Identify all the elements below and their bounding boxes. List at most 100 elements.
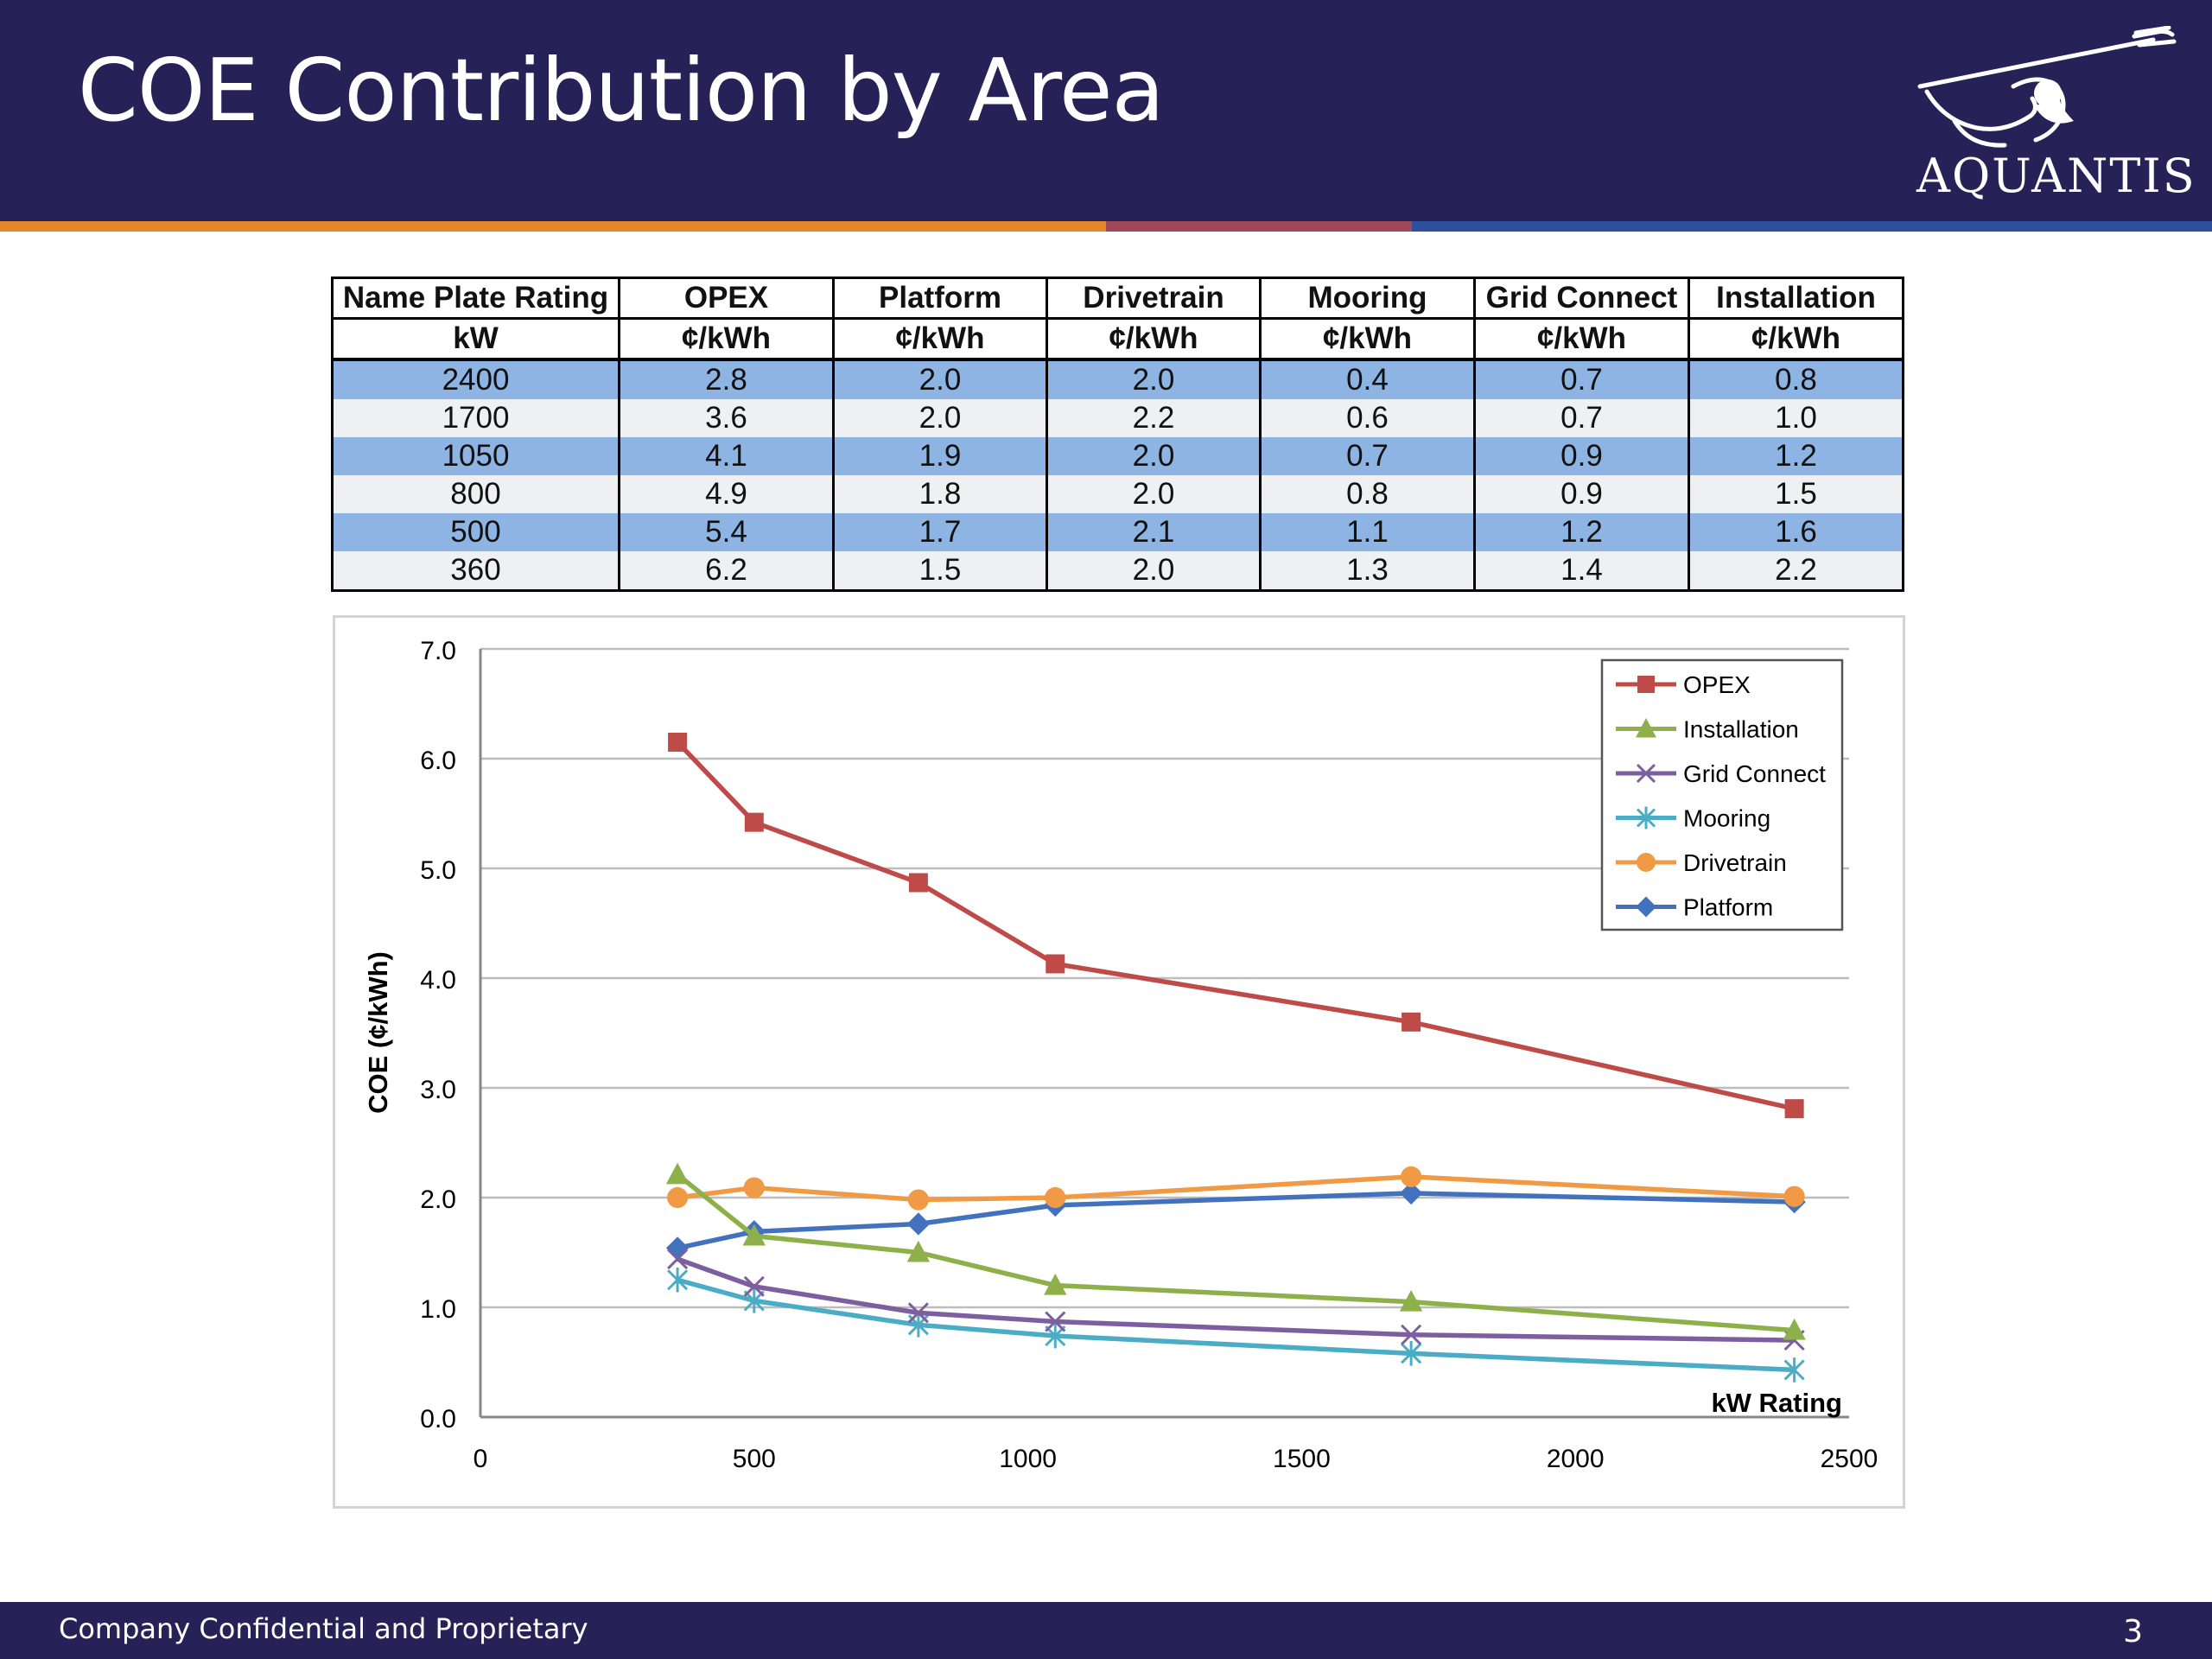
accent-band-red <box>1106 221 1412 232</box>
unit-cell: ¢/kWh <box>1046 317 1262 361</box>
legend-marker-opex <box>1637 676 1655 693</box>
table-cell: 1.1 <box>1259 513 1476 551</box>
data-point-opex <box>908 873 928 893</box>
table-cell: 0.9 <box>1473 437 1690 475</box>
table-cell: 5.4 <box>618 513 835 551</box>
table-cell: 2.8 <box>618 359 835 399</box>
data-point-grid-connect <box>907 1302 929 1324</box>
series-line-opex <box>676 741 1796 1111</box>
table-cell: 2.0 <box>1046 437 1262 475</box>
table-row: 1700 3.6 2.0 2.2 0.6 0.7 1.0 <box>331 399 1904 437</box>
table-row: 360 6.2 1.5 2.0 1.3 1.4 2.2 <box>331 551 1904 592</box>
legend-item-installation: Installation <box>1616 716 1799 743</box>
header-cell: Platform <box>832 276 1048 320</box>
data-point-mooring <box>667 1267 689 1293</box>
legend-marker-grid-connect <box>1636 763 1656 784</box>
data-point-installation <box>1399 1289 1423 1312</box>
series-line-platform <box>677 1191 1795 1251</box>
data-point-platform <box>1399 1181 1423 1205</box>
data-point-opex <box>744 812 764 832</box>
data-point-installation <box>906 1240 931 1262</box>
data-point-platform <box>906 1212 931 1236</box>
data-point-mooring <box>1401 1341 1422 1366</box>
data-point-installation <box>665 1162 690 1185</box>
x-tick-label: 2000 <box>1547 1445 1605 1473</box>
data-point-mooring <box>1783 1357 1805 1382</box>
data-point-drivetrain <box>1783 1185 1805 1207</box>
table-cell: 500 <box>331 513 620 551</box>
series-line-grid-connect <box>677 1256 1795 1343</box>
y-axis-title: COE (¢/kWh) <box>363 951 393 1114</box>
legend-label-installation: Installation <box>1683 716 1799 743</box>
y-tick-label: 4.0 <box>420 966 456 995</box>
legend-item-drivetrain: Drivetrain <box>1616 849 1787 876</box>
table-cell: 2.2 <box>1688 551 1904 592</box>
table-cell: 0.7 <box>1473 359 1690 399</box>
table-cell: 4.1 <box>618 437 835 475</box>
table-cell: 1.5 <box>832 551 1048 592</box>
header-cell: Mooring <box>1259 276 1476 320</box>
table-cell: 2.0 <box>832 359 1048 399</box>
table-cell: 0.4 <box>1259 359 1476 399</box>
data-point-platform <box>665 1236 690 1260</box>
y-tick-label: 2.0 <box>420 1185 456 1214</box>
data-point-grid-connect <box>1401 1324 1422 1345</box>
table-cell: 0.6 <box>1259 399 1476 437</box>
table-cell: 2.0 <box>1046 551 1262 592</box>
table-cell: 1.4 <box>1473 551 1690 592</box>
table-cell: 6.2 <box>618 551 835 592</box>
series-line-mooring <box>677 1277 1795 1373</box>
legend-marker-installation <box>1636 718 1656 738</box>
x-tick-label: 0 <box>474 1445 488 1473</box>
header-cell: Drivetrain <box>1046 276 1262 320</box>
table-cell: 2.0 <box>832 399 1048 437</box>
brand-logo: AQUANTIS <box>1916 149 2196 203</box>
unit-cell: ¢/kWh <box>618 317 835 361</box>
legend-item-platform: Platform <box>1616 894 1773 921</box>
data-point-grid-connect <box>743 1275 765 1297</box>
legend-label-platform: Platform <box>1683 894 1773 921</box>
legend-label-opex: OPEX <box>1683 671 1751 698</box>
coe-line-chart: 0.0 1.0 2.0 3.0 4.0 5.0 6.0 7.0 0 500 1000 1500 2000… <box>333 615 1905 1509</box>
table-cell: 2.0 <box>1046 359 1262 399</box>
data-point-grid-connect <box>1045 1311 1066 1332</box>
unit-cell: ¢/kWh <box>1688 317 1904 361</box>
coe-table: Name Plate Rating OPEX Platform Drivetra… <box>331 276 1904 592</box>
series-mooring <box>667 1267 1805 1382</box>
table-row: 1050 4.1 1.9 2.0 0.7 0.9 1.2 <box>331 437 1904 475</box>
data-point-drivetrain <box>1401 1166 1422 1187</box>
table-cell: 0.7 <box>1473 399 1690 437</box>
legend-box <box>1600 658 1844 931</box>
table-cell: 2.1 <box>1046 513 1262 551</box>
table-cell: 0.9 <box>1473 475 1690 513</box>
header-cell: Grid Connect <box>1473 276 1690 320</box>
data-point-opex <box>1046 954 1065 974</box>
table-cell: 1.6 <box>1688 513 1904 551</box>
series-line-drivetrain <box>677 1174 1795 1203</box>
accent-band-blue <box>1412 221 2212 232</box>
y-tick-label: 3.0 <box>420 1076 456 1104</box>
table-cell: 1.9 <box>832 437 1048 475</box>
legend-marker-drivetrain <box>1637 853 1656 872</box>
table-cell: 1.7 <box>832 513 1048 551</box>
chart-legend: OPEX Installation Grid Connect Mooring Drive… <box>1600 658 1844 931</box>
y-tick-label: 5.0 <box>420 856 456 885</box>
unit-cell: ¢/kWh <box>1473 317 1690 361</box>
data-point-drivetrain <box>666 1186 689 1209</box>
data-point-grid-connect <box>667 1249 689 1270</box>
table-cell: 2.0 <box>1046 475 1262 513</box>
data-point-installation <box>1044 1273 1067 1295</box>
table-cell: 2.2 <box>1046 399 1262 437</box>
unit-cell: ¢/kWh <box>1259 317 1476 361</box>
unit-cell: kW <box>331 317 620 361</box>
header-cell: Name Plate Rating <box>331 276 620 320</box>
data-point-opex <box>1402 1012 1421 1032</box>
series-grid-connect <box>667 1249 1805 1351</box>
legend-item-grid-connect: Grid Connect <box>1616 760 1826 787</box>
table-cell: 0.7 <box>1259 437 1476 475</box>
data-point-drivetrain <box>743 1177 765 1198</box>
x-tick-label: 2500 <box>1821 1445 1878 1473</box>
slide-header <box>0 0 2212 221</box>
legend-label-drivetrain: Drivetrain <box>1683 849 1787 876</box>
legend-item-opex: OPEX <box>1616 671 1751 698</box>
